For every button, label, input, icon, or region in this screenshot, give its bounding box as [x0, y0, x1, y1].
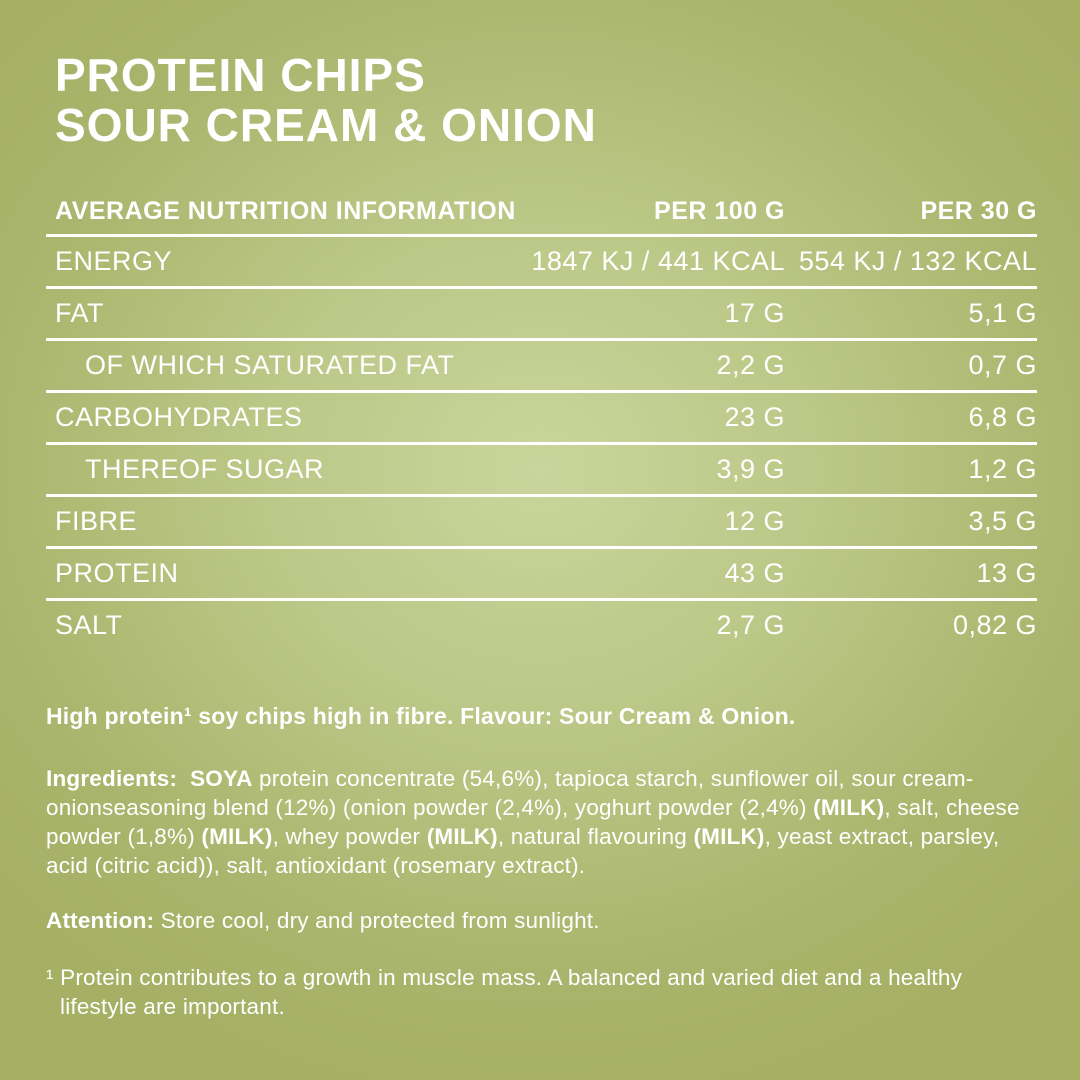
row-label: SALT	[55, 610, 123, 640]
row-value-30g: 3,5 G	[968, 506, 1037, 536]
nutrition-table: AVERAGE NUTRITION INFORMATION PER 100 G …	[46, 189, 1037, 650]
row-label: OF WHICH SATURATED FAT	[85, 350, 455, 380]
row-value-30g: 1,2 G	[968, 454, 1037, 484]
row-value-30g: 0,7 G	[968, 350, 1037, 380]
ingredients-text: , salt, cheese powder (1,8%)	[46, 795, 1027, 849]
row-value-100g: 17 G	[724, 298, 785, 328]
ingredients-text	[177, 766, 190, 791]
row-value-100g: 2,2 G	[716, 350, 785, 380]
row-value-100g: 23 G	[724, 402, 785, 432]
row-value-30g: 6,8 G	[968, 402, 1037, 432]
attention-text: Store cool, dry and protected from sunli…	[154, 908, 600, 933]
row-value-100g: 3,9 G	[716, 454, 785, 484]
footnote-paragraph: ¹ Protein contributes to a growth in mus…	[46, 965, 969, 1019]
row-value-100g: 43 G	[724, 558, 785, 588]
allergen-milk: (MILK)	[426, 824, 498, 849]
ingredients-text: , whey powder	[272, 824, 427, 849]
row-value-100g: 1847 KJ / 441 KCAL	[531, 246, 785, 276]
column-header-product: AVERAGE NUTRITION INFORMATION	[55, 197, 516, 225]
row-value-100g: 12 G	[724, 506, 785, 536]
row-value-30g: 554 KJ / 132 KCAL	[798, 246, 1037, 276]
product-description: High protein¹ soy chips high in fibre. F…	[46, 702, 1037, 731]
allergen-milk: (MILK)	[201, 824, 273, 849]
ingredients-text: , natural flavouring	[497, 824, 694, 849]
table-row-sugar: THEREOF SUGAR 3,9 G 1,2 G	[46, 445, 1037, 497]
table-header-row: AVERAGE NUTRITION INFORMATION PER 100 G …	[46, 189, 1037, 237]
allergen-milk: (MILK)	[693, 824, 765, 849]
attention-paragraph: Attention: Store cool, dry and protected…	[46, 906, 1037, 935]
product-name: PROTEIN CHIPS	[55, 49, 426, 101]
ingredients-text: , yeast extract, parsley, acid (citric a…	[46, 824, 1006, 878]
product-flavour: SOUR CREAM & ONION	[55, 99, 597, 151]
allergen-soya: SOYA	[190, 766, 253, 791]
column-header-per-100g: PER 100 G	[654, 197, 785, 225]
label-panel: PROTEIN CHIPS SOUR CREAM & ONION AVERAGE …	[46, 50, 1037, 1019]
table-row-fibre: FIBRE 12 G 3,5 G	[46, 497, 1037, 549]
row-label: FAT	[55, 298, 105, 328]
allergen-milk: (MILK)	[813, 795, 885, 820]
column-header-per-30g: PER 30 G	[920, 197, 1037, 225]
ingredients-text: protein concentrate (54,6%), tapioca sta…	[46, 766, 974, 820]
row-label: PROTEIN	[55, 558, 179, 588]
row-label: FIBRE	[55, 506, 138, 536]
row-label: THEREOF SUGAR	[85, 454, 325, 484]
row-label: CARBOHYDRATES	[55, 402, 303, 432]
attention-label: Attention:	[46, 908, 155, 933]
table-row-carbohydrates: CARBOHYDRATES 23 G 6,8 G	[46, 393, 1037, 445]
row-label: ENERGY	[55, 246, 173, 276]
ingredients-label: Ingredients:	[46, 766, 178, 791]
page-title: PROTEIN CHIPS SOUR CREAM & ONION	[55, 50, 1037, 150]
description-text: High protein¹ soy chips high in fibre. F…	[46, 703, 796, 729]
row-value-30g: 13 G	[976, 558, 1037, 588]
ingredients-paragraph: Ingredients: SOYA protein concentrate (5…	[46, 764, 1037, 880]
row-value-30g: 0,82 G	[952, 610, 1037, 640]
table-row-salt: SALT 2,7 G 0,82 G	[46, 601, 1037, 650]
table-row-energy: ENERGY 1847 KJ / 441 KCAL 554 KJ / 132 K…	[46, 237, 1037, 289]
table-row-fat: FAT 17 G 5,1 G	[46, 289, 1037, 341]
row-value-30g: 5,1 G	[968, 298, 1037, 328]
table-row-saturated-fat: OF WHICH SATURATED FAT 2,2 G 0,7 G	[46, 341, 1037, 393]
table-row-protein: PROTEIN 43 G 13 G	[46, 549, 1037, 601]
row-value-100g: 2,7 G	[716, 610, 785, 640]
